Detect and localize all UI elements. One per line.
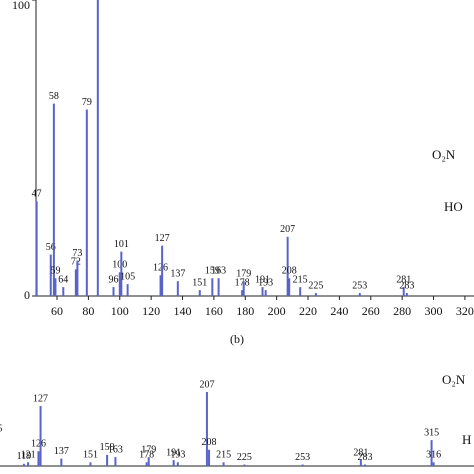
peak-label: 159 [205, 266, 220, 277]
peak-label: 208 [282, 266, 297, 277]
peak-label: 105 [0, 424, 2, 435]
structure-label: O₂N [432, 147, 456, 162]
peak-label: 191 [166, 447, 181, 458]
peak-label: 119 [17, 451, 32, 462]
peak-label: 179 [141, 444, 156, 455]
x-tick-label: 100 [111, 304, 129, 318]
peak-label: 59 [50, 266, 60, 277]
peak-label: 191 [255, 274, 270, 285]
y-tick-label: 100 [12, 0, 30, 12]
x-tick-label: 180 [236, 304, 254, 318]
peak-label: 215 [293, 274, 308, 285]
x-tick-label: 240 [330, 304, 348, 318]
peak-label: 127 [155, 233, 170, 244]
structure-label: H [462, 432, 471, 447]
peak-label: 163 [211, 266, 226, 277]
peak-label: 126 [153, 263, 168, 274]
x-tick-label: 60 [51, 304, 63, 318]
peak-label: 163 [108, 444, 123, 455]
peak-label: 79 [82, 97, 92, 108]
peak-label: 207 [199, 379, 214, 390]
peak-label: 58 [49, 91, 59, 102]
peak-label: 56 [46, 242, 56, 253]
peak-label: 316 [426, 450, 441, 461]
peak-label: 121 [21, 450, 36, 461]
x-tick-label: 300 [425, 304, 443, 318]
structure-label: O₂N [442, 372, 466, 387]
x-tick-label: 260 [362, 304, 380, 318]
peak-label: 105 [120, 271, 135, 282]
x-tick-label: 160 [205, 304, 223, 318]
peak-label: 281 [396, 274, 411, 285]
peak-label: 193 [258, 277, 273, 288]
x-tick-label: 200 [268, 304, 286, 318]
peak-label: 315 [424, 427, 439, 438]
peak-label: 193 [170, 450, 185, 461]
peak-label: 72 [71, 257, 81, 268]
peak-label: 283 [358, 452, 373, 463]
peak-label: 127 [33, 393, 48, 404]
peak-label: 73 [72, 248, 82, 259]
peak-label: 47 [32, 189, 42, 200]
x-tick-label: 220 [299, 304, 317, 318]
peak-label: 151 [83, 450, 98, 461]
peak-label: 159 [100, 442, 115, 453]
peak-label: 100 [112, 260, 127, 271]
peak-label: 126 [31, 438, 46, 449]
x-tick-label: 280 [393, 304, 411, 318]
peak-label: 96 [108, 274, 118, 285]
peak-label: 137 [170, 268, 185, 279]
peak-label: 253 [352, 280, 367, 291]
peak-label: 101 [114, 239, 129, 250]
y-tick-label: 0 [24, 288, 30, 302]
peak-label: 137 [54, 446, 69, 457]
x-tick-label: 320 [456, 304, 474, 318]
structure-label: HO [444, 199, 463, 214]
peak-label: 225 [308, 280, 323, 291]
peak-label: 151 [192, 277, 207, 288]
peak-label: 207 [280, 224, 295, 235]
x-tick-label: 120 [142, 304, 160, 318]
peak-label: 253 [295, 452, 310, 463]
peak-label: 178 [235, 277, 250, 288]
peak-label: 64 [58, 274, 68, 285]
peak-label: 208 [202, 437, 217, 448]
x-tick-label: 140 [174, 304, 192, 318]
peak-label: 179 [236, 268, 251, 279]
peak-label: 225 [237, 452, 252, 463]
peak-label: 281 [353, 447, 368, 458]
x-tick-label: 80 [82, 304, 94, 318]
peak-label: 283 [399, 280, 414, 291]
peak-label: 215 [216, 450, 231, 461]
peak-label: 178 [139, 450, 154, 461]
panel-label: (b) [230, 332, 244, 346]
